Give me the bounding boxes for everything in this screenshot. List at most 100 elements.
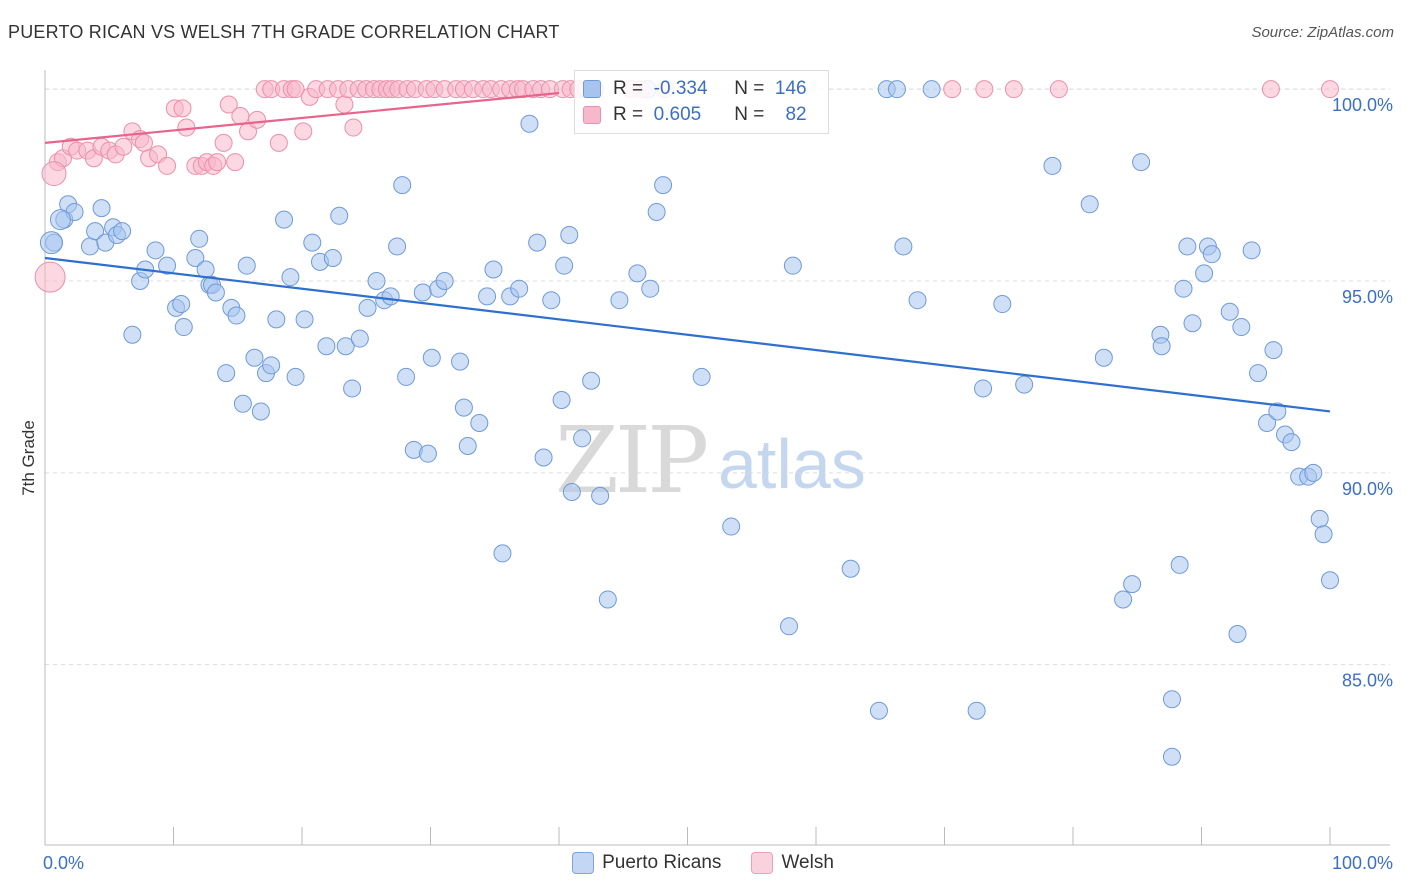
- y-tick-label: 85.0%: [1342, 671, 1393, 691]
- puerto-ricans-point: [628, 264, 647, 283]
- welsh-point: [208, 153, 227, 172]
- puerto-ricans-point: [1170, 555, 1189, 574]
- puerto-ricans-point: [172, 295, 191, 314]
- legend-item-puerto-ricans: Puerto Ricans: [572, 852, 721, 874]
- welsh-point: [335, 95, 354, 114]
- puerto-ricans-point: [967, 701, 986, 720]
- source-label: Source: ZipAtlas.com: [1251, 24, 1394, 41]
- puerto-ricans-point: [80, 237, 99, 256]
- welsh-swatch: [583, 106, 601, 124]
- puerto-ricans-point: [993, 295, 1012, 314]
- puerto-ricans-point: [217, 364, 236, 383]
- puerto-ricans-point: [393, 176, 412, 195]
- welsh-point: [943, 80, 962, 99]
- puerto-ricans-point: [281, 268, 300, 287]
- puerto-ricans-point: [647, 202, 666, 221]
- puerto-ricans-point: [610, 291, 629, 310]
- watermark-zip: ZIP: [555, 407, 706, 514]
- puerto-ricans-point: [245, 348, 264, 367]
- n-value: 146: [774, 78, 807, 99]
- puerto-ricans-point: [1314, 525, 1333, 544]
- puerto-ricans-point: [493, 544, 512, 563]
- puerto-ricans-point: [190, 229, 209, 248]
- puerto-ricans-point: [1282, 433, 1301, 452]
- puerto-ricans-legend-swatch: [572, 852, 595, 874]
- puerto-ricans-point: [454, 398, 473, 417]
- welsh-point: [134, 133, 153, 152]
- puerto-ricans-point: [1321, 571, 1339, 590]
- puerto-ricans-point: [388, 237, 407, 256]
- r-label: R =: [613, 78, 644, 99]
- puerto-ricans-point: [1162, 747, 1181, 766]
- puerto-ricans-point: [367, 272, 386, 291]
- r-value: -0.334: [653, 78, 708, 99]
- puerto-ricans-point: [286, 367, 305, 386]
- welsh-legend-swatch: [751, 852, 774, 874]
- puerto-ricans-point: [1123, 575, 1142, 594]
- puerto-ricans-point: [262, 356, 281, 375]
- puerto-ricans-point: [841, 559, 860, 578]
- welsh-point: [219, 95, 238, 114]
- welsh-point: [231, 107, 250, 126]
- puerto-ricans-point: [295, 310, 314, 329]
- welsh-point: [214, 133, 233, 152]
- puerto-ricans-point: [542, 291, 561, 310]
- puerto-ricans-point: [397, 367, 416, 386]
- puerto-ricans-point: [227, 306, 246, 325]
- legend-row-welsh: R = 0.605 N = 82: [583, 103, 807, 127]
- puerto-ricans-point: [1195, 264, 1214, 283]
- x-tick-label: 100.0%: [1332, 853, 1393, 873]
- puerto-ricans-point: [435, 272, 454, 291]
- puerto-ricans-point: [343, 379, 362, 398]
- welsh-point: [1004, 80, 1023, 99]
- puerto-ricans-point: [86, 222, 105, 241]
- puerto-ricans-point: [303, 233, 322, 252]
- puerto-ricans-point: [123, 325, 142, 344]
- watermark-atlas: atlas: [718, 425, 866, 503]
- chart-title: PUERTO RICAN VS WELSH 7TH GRADE CORRELAT…: [8, 22, 560, 42]
- puerto-ricans-point: [887, 80, 906, 99]
- puerto-ricans-point: [1114, 590, 1133, 609]
- puerto-ricans-trend-line: [44, 256, 1331, 413]
- puerto-ricans-point: [418, 444, 437, 463]
- puerto-ricans-point: [350, 329, 369, 348]
- puerto-ricans-point: [174, 318, 193, 337]
- puerto-ricans-point: [1132, 153, 1151, 172]
- welsh-point: [1321, 80, 1339, 99]
- puerto-ricans-point: [275, 210, 294, 229]
- puerto-ricans-point: [1043, 156, 1062, 175]
- puerto-ricans-point: [869, 701, 888, 720]
- puerto-ricans-point: [783, 256, 802, 275]
- n-label: N =: [734, 104, 765, 125]
- puerto-ricans-point: [922, 80, 941, 99]
- puerto-ricans-point: [1242, 241, 1261, 260]
- puerto-ricans-point: [336, 337, 355, 356]
- welsh-point: [294, 122, 313, 141]
- puerto-ricans-point: [1304, 463, 1323, 482]
- puerto-ricans-point: [1174, 279, 1193, 298]
- y-axis-label: 7th Grade: [19, 420, 38, 496]
- puerto-ricans-point: [1152, 337, 1171, 356]
- y-tick-label: 90.0%: [1342, 479, 1393, 499]
- puerto-ricans-point: [317, 337, 336, 356]
- welsh-point: [344, 118, 363, 137]
- puerto-ricans-point: [598, 590, 617, 609]
- welsh-point: [269, 133, 288, 152]
- puerto-ricans-point: [237, 256, 256, 275]
- puerto-ricans-point: [49, 209, 71, 231]
- puerto-ricans-point: [470, 413, 489, 432]
- puerto-ricans-point: [206, 283, 225, 302]
- puerto-ricans-point: [562, 483, 581, 502]
- puerto-ricans-point: [186, 248, 205, 267]
- puerto-ricans-point: [654, 176, 673, 195]
- puerto-ricans-point: [641, 279, 660, 298]
- welsh-point: [248, 110, 267, 129]
- puerto-ricans-swatch: [583, 80, 601, 98]
- puerto-ricans-point: [113, 222, 132, 241]
- puerto-ricans-point: [1080, 195, 1099, 214]
- puerto-ricans-point: [146, 241, 165, 260]
- puerto-ricans-point: [528, 233, 547, 252]
- puerto-ricans-point: [692, 367, 711, 386]
- puerto-ricans-point: [233, 394, 252, 413]
